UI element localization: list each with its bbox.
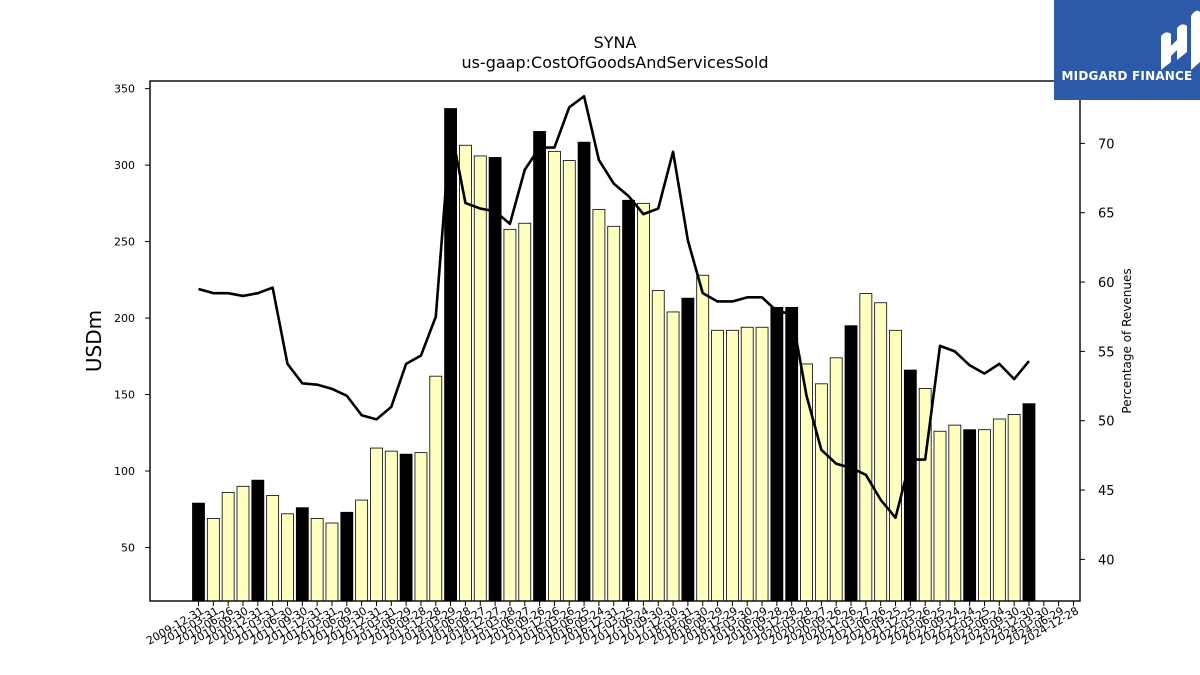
bar: [370, 447, 383, 602]
bar: [948, 424, 962, 602]
bar: [355, 499, 369, 602]
bar: [221, 492, 235, 602]
bar: [533, 131, 546, 602]
chart-subtitle: us-gaap:CostOfGoodsAndServicesSold: [461, 53, 768, 72]
bar: [459, 144, 472, 602]
y2-tick-label: 45: [1098, 484, 1115, 499]
bar: [266, 495, 280, 602]
y2-tick-label: 70: [1098, 137, 1115, 152]
bar: [192, 502, 205, 602]
bar: [384, 450, 398, 602]
bar: [829, 357, 843, 602]
logo-mark-icon: [1161, 10, 1200, 71]
y2-tick-label: 50: [1098, 415, 1115, 430]
bar: [577, 141, 591, 602]
plot-frame: [149, 80, 1081, 602]
y-tick-label: 200: [114, 312, 135, 325]
bar: [414, 452, 428, 602]
bar: [206, 518, 220, 602]
bar: [755, 326, 769, 602]
bar: [696, 274, 710, 602]
bar: [963, 429, 977, 602]
y-tick-label: 50: [121, 541, 135, 554]
bar: [592, 209, 606, 602]
bar: [903, 369, 917, 602]
bar: [1022, 403, 1036, 602]
y-tick-label: 100: [114, 465, 135, 478]
bar: [725, 329, 739, 602]
bar: [399, 453, 413, 602]
percentage-line-group: [198, 94, 1030, 520]
bar: [310, 518, 324, 602]
bar: [236, 485, 250, 602]
chart-title: SYNA: [594, 33, 637, 52]
y2-tick-label: 60: [1098, 276, 1115, 291]
y2-tick-label: 65: [1098, 207, 1115, 222]
bar: [711, 329, 724, 602]
bar: [548, 150, 561, 602]
bar: [651, 290, 665, 602]
bar: [740, 326, 754, 602]
bar: [770, 306, 784, 602]
bar: [518, 222, 532, 602]
bar: [666, 311, 680, 602]
bar: [978, 429, 991, 602]
bar: [637, 202, 650, 602]
percentage-line: [198, 94, 1030, 520]
bar: [251, 479, 265, 602]
bar: [814, 383, 828, 602]
bar: [325, 522, 339, 602]
bar: [488, 157, 502, 602]
y-axis-label: USDm: [82, 310, 106, 372]
bar: [874, 302, 888, 602]
bar: [473, 155, 487, 602]
bar: [429, 375, 443, 602]
bar: [785, 306, 799, 602]
bar: [859, 293, 873, 602]
bar: [281, 513, 294, 602]
bar: [607, 225, 621, 602]
axes-group: 50100150200250300350404550556065702009-1…: [114, 80, 1115, 648]
y-tick-label: 150: [114, 389, 135, 402]
bar: [933, 430, 947, 602]
bar: [1007, 414, 1021, 602]
logo-text: MIDGARD FINANCE: [1061, 69, 1193, 83]
bar: [992, 418, 1006, 602]
y2-axis-label: Percentage of Revenues: [1120, 268, 1134, 413]
y-tick-label: 300: [114, 159, 135, 172]
midgard-finance-logo: MIDGARD FINANCE: [1054, 0, 1200, 100]
bar: [681, 297, 695, 602]
bar: [295, 507, 309, 602]
y2-tick-label: 55: [1098, 345, 1115, 360]
y-tick-label: 350: [114, 83, 135, 96]
bar: [844, 325, 858, 602]
bar: [889, 329, 902, 602]
bar: [340, 511, 354, 602]
bar: [562, 160, 576, 602]
y-tick-label: 250: [114, 236, 135, 249]
y2-tick-label: 40: [1098, 553, 1115, 568]
bar: [503, 228, 517, 602]
bar: [622, 199, 635, 602]
